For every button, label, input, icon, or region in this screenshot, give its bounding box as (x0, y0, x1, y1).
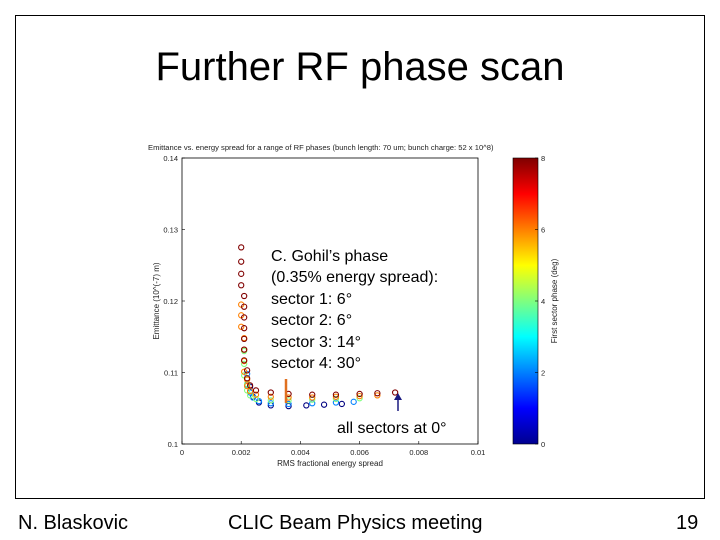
data-point (241, 346, 248, 353)
annotation-line: sector 3: 14° (271, 333, 361, 351)
data-point (374, 392, 381, 399)
x-tick-label: 0.008 (409, 448, 428, 457)
y-tick-label: 0.1 (168, 440, 178, 449)
annotation-line: sector 2: 6° (271, 312, 353, 330)
data-point (252, 391, 260, 398)
data-point (252, 387, 260, 394)
data-point (238, 258, 245, 265)
data-point (356, 390, 363, 398)
data-point (241, 325, 248, 332)
data-point (332, 395, 340, 403)
data-point (241, 292, 248, 300)
data-point (238, 282, 245, 289)
data-point (246, 382, 254, 389)
data-point (391, 389, 399, 396)
plot-area (181, 157, 479, 445)
data-point (241, 357, 248, 364)
colorbar-label: First sector phase (deg) (550, 258, 559, 343)
colorbar-tick-label: 0 (541, 440, 545, 449)
data-point (267, 389, 274, 396)
data-point (252, 395, 260, 403)
colorbar-tick-label: 2 (541, 369, 545, 378)
data-point (356, 395, 363, 402)
data-point (267, 397, 274, 404)
data-point (303, 402, 310, 409)
data-point (238, 323, 245, 330)
x-axis-label: RMS fractional energy spread (277, 459, 383, 468)
data-point (243, 387, 251, 394)
axes: 0 0.002 0.004 0.006 0.008 0.01 0.1 0.11 0.12 0.13… (163, 154, 485, 457)
data-point (356, 392, 363, 400)
zero-phase-arrowhead (394, 393, 402, 400)
slide-title: Further RF phase scan (155, 45, 565, 89)
colorbar-tick-label: 8 (541, 154, 545, 163)
annotation-line: sector 4: 30° (271, 355, 361, 373)
data-point (338, 400, 345, 408)
footer-meeting: CLIC Beam Physics meeting (228, 512, 483, 534)
x-tick-label: 0.01 (471, 448, 486, 457)
y-tick-label: 0.14 (163, 154, 178, 163)
y-tick-label: 0.11 (164, 369, 178, 378)
data-point (241, 303, 248, 310)
data-point (246, 392, 254, 399)
data-point (332, 391, 340, 398)
colorbar-tick-label: 6 (541, 226, 545, 235)
x-tick-label: 0.002 (232, 448, 251, 457)
footer-author: N. Blaskovic (18, 512, 129, 534)
data-point (241, 314, 248, 321)
data-point (350, 398, 357, 405)
data-point (241, 368, 248, 375)
chart-title: Emittance vs. energy spread for a range … (148, 143, 494, 152)
data-point (267, 393, 274, 400)
data-point (309, 394, 316, 401)
colorbar (512, 157, 539, 445)
colorbar-ticks: 0 2 4 6 8 (535, 154, 545, 449)
x-tick-label: 0 (180, 448, 184, 457)
y-axis-label: Emittance (10^(-7) m) (152, 262, 161, 339)
data-point (332, 393, 340, 400)
annotation-line: sector 1: 6° (271, 290, 353, 308)
annotation-line: (0.35% energy spread): (271, 269, 439, 287)
data-point (267, 400, 274, 407)
data-point (241, 360, 248, 368)
data-point (238, 270, 245, 277)
data-point (238, 244, 245, 251)
data-point (285, 400, 292, 408)
all-sectors-zero-annotation: all sectors at 0° (337, 420, 447, 437)
x-tick-label: 0.004 (291, 448, 310, 457)
scatter-markers (238, 244, 399, 410)
data-point (309, 391, 316, 398)
colorbar-tick-label: 4 (541, 297, 545, 306)
data-point (320, 401, 328, 408)
gohil-phase-annotation: C. Gohil’s phase (0.35% energy spread): … (271, 246, 438, 374)
y-tick-label: 0.12 (163, 297, 178, 306)
slide-frame (15, 15, 705, 499)
annotation-line: C. Gohil’s phase (271, 248, 389, 265)
data-point (243, 382, 251, 390)
data-point (243, 375, 251, 382)
x-tick-label: 0.006 (350, 448, 369, 457)
y-tick-label: 0.13 (163, 226, 178, 235)
data-point (374, 390, 381, 397)
data-point (241, 335, 248, 343)
data-point (243, 367, 251, 374)
footer-page-number: 19 (676, 512, 699, 534)
